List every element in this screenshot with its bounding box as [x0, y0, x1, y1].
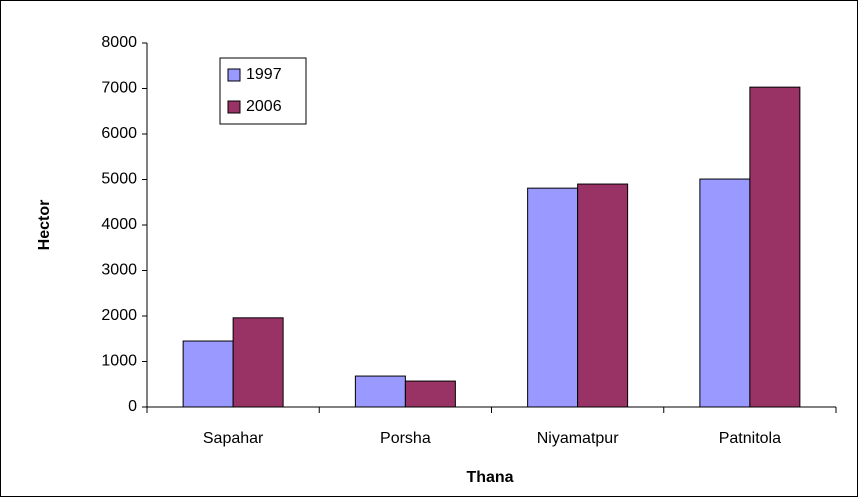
- bar: [232, 317, 284, 408]
- bar: [182, 340, 234, 408]
- y-tick-label: 3000: [101, 262, 137, 279]
- bar: [749, 86, 801, 408]
- legend-label: 2006: [246, 98, 282, 115]
- y-axis-label: Hector: [36, 200, 53, 251]
- y-tick-label: 5000: [101, 171, 137, 188]
- legend-swatch: [227, 68, 241, 82]
- y-tick-label: 6000: [101, 125, 137, 142]
- x-tick-label: Sapahar: [203, 430, 264, 447]
- y-tick-label: 4000: [101, 216, 137, 233]
- legend-label: 1997: [246, 66, 282, 83]
- bar: [527, 187, 579, 408]
- x-axis-label: Thana: [466, 469, 513, 486]
- bar: [354, 375, 406, 408]
- bar: [577, 183, 629, 408]
- x-tick-label: Niyamatpur: [537, 430, 619, 447]
- y-tick-label: 2000: [101, 307, 137, 324]
- bar: [404, 380, 456, 408]
- legend-swatch: [227, 100, 241, 114]
- y-tick-label: 0: [128, 398, 137, 415]
- x-tick-label: Porsha: [380, 430, 431, 447]
- bar: [699, 178, 751, 408]
- y-tick-label: 7000: [101, 80, 137, 97]
- y-tick-label: 1000: [101, 353, 137, 370]
- x-tick-label: Patnitola: [719, 430, 781, 447]
- y-tick-label: 8000: [101, 34, 137, 51]
